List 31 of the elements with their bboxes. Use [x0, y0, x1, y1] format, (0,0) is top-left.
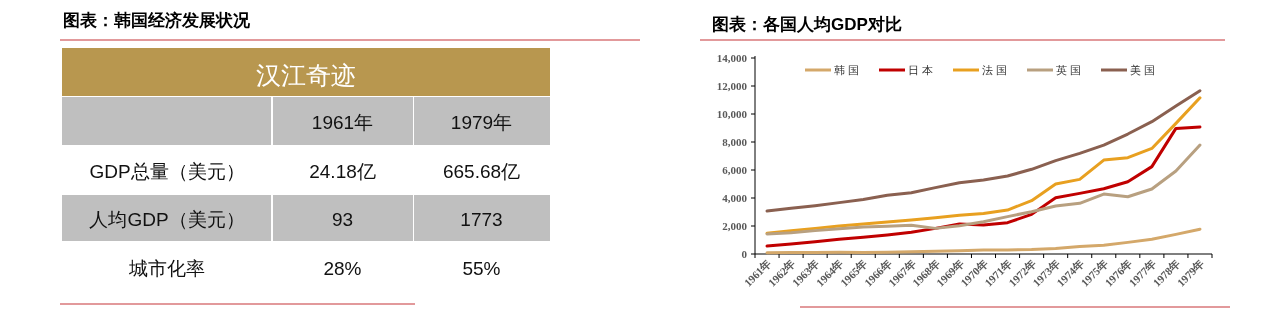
y-tick-label: 14,000 [716, 52, 748, 64]
y-tick-label: 0 [741, 248, 748, 260]
line-series [765, 89, 1202, 213]
text: 28% [323, 257, 362, 279]
line-series [765, 96, 1202, 235]
legend-label: 日本 [908, 64, 936, 76]
text: 1773 [460, 209, 503, 230]
y-tick-label: 10,000 [716, 108, 748, 120]
y-tick-label: 4,000 [722, 192, 748, 204]
text: 城市化率 [128, 257, 205, 279]
legend-label: 法国 [982, 64, 1010, 76]
chart-title: 图表：各国人均GDP对比 [712, 15, 902, 34]
text: 665.68亿 [442, 161, 521, 182]
y-tick-label: 8,000 [722, 136, 748, 148]
text: 汉江奇迹 [256, 61, 356, 89]
text: 1979年 [450, 112, 513, 133]
line-series [765, 143, 1202, 236]
y-tick-label: 12,000 [716, 80, 748, 92]
text: 24.18亿 [309, 161, 376, 182]
legend-label: 美国 [1130, 64, 1158, 76]
text: 1961年 [311, 112, 374, 133]
text: 人均GDP（美元） [89, 209, 245, 230]
y-tick-label: 6,000 [722, 164, 748, 176]
legend-label: 韩国 [834, 64, 862, 76]
y-tick-label: 2,000 [722, 220, 748, 232]
legend-label: 英国 [1056, 64, 1084, 76]
text: GDP总量（美元） [89, 161, 245, 182]
line-series [765, 227, 1202, 255]
text: 93 [331, 209, 354, 230]
text: 图表：韩国经济发展状况 [63, 11, 251, 30]
text: 55% [462, 257, 501, 279]
